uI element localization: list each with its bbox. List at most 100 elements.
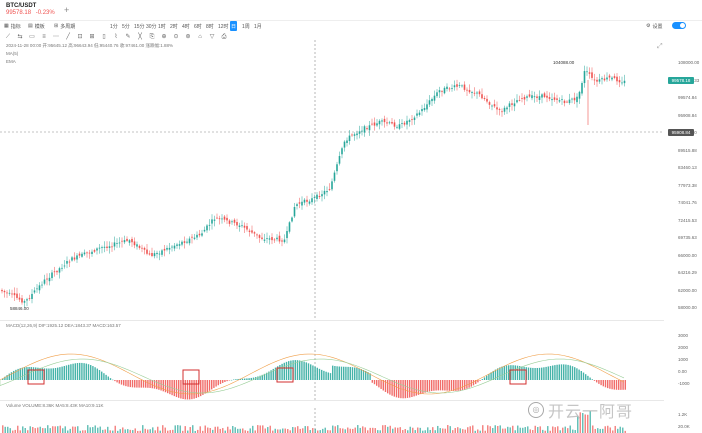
volume-chart[interactable]	[0, 408, 664, 433]
cross-icon[interactable]: ╳	[138, 34, 142, 40]
interval-2[interactable]: 15分	[134, 23, 145, 30]
candle-body	[96, 248, 98, 251]
candle-body	[73, 257, 76, 260]
candle-body	[203, 229, 206, 232]
zoom-in-icon[interactable]: ⊕	[161, 34, 167, 40]
copy-icon[interactable]: ⎘	[149, 34, 155, 40]
candle-body	[376, 123, 378, 126]
candle-body	[558, 100, 561, 102]
macd-bar	[226, 380, 228, 382]
macd-bar	[382, 380, 384, 391]
candle-body	[358, 131, 361, 134]
candle-body	[263, 239, 266, 241]
interval-6[interactable]: 4时	[182, 23, 190, 30]
trend-line-icon[interactable]: ⟋	[5, 34, 11, 40]
pen-icon[interactable]: ╱	[66, 34, 70, 40]
candle-body	[98, 247, 101, 249]
interval-0[interactable]: 1分	[110, 23, 118, 30]
candle-body	[218, 218, 221, 220]
macd-bar	[228, 380, 230, 381]
candle-body	[103, 246, 106, 248]
symbol-name: BTC/USDT	[6, 3, 37, 9]
toolbar-btn-multi[interactable]: ⊞ 多周期	[54, 21, 75, 31]
fullscreen-icon[interactable]: ⤢	[657, 43, 663, 50]
volume-legend: Volume VOLUME:8.36K MA5:8.43K MA10:9.11K	[6, 403, 104, 408]
add-tab-icon[interactable]: +	[64, 5, 70, 15]
interval-8[interactable]: 8时	[206, 23, 214, 30]
macd-bar	[65, 365, 68, 380]
interval-1[interactable]: 5分	[122, 23, 130, 30]
candle-body	[438, 90, 441, 93]
candle-body	[13, 293, 16, 296]
volume-bar	[212, 429, 214, 433]
measure-icon[interactable]: ⊡	[77, 34, 83, 40]
candle-body	[296, 204, 298, 207]
candle-body	[208, 224, 211, 226]
candle-body	[348, 135, 351, 142]
toolbar-btn-indicators[interactable]: ▦ 指标	[4, 21, 21, 31]
volume-bar	[574, 430, 576, 433]
toggle-switch[interactable]	[672, 22, 686, 29]
macd-bar	[578, 369, 580, 380]
home-icon[interactable]: ⌂	[198, 34, 202, 40]
interval-12[interactable]: 1月	[254, 23, 262, 30]
toolbar-btn-templates[interactable]: ▤ 模板	[28, 21, 45, 31]
volume-bar	[592, 425, 594, 433]
candle-body	[583, 71, 586, 84]
candle-body	[441, 91, 443, 92]
macd-bar	[257, 376, 259, 380]
macd-bar	[224, 380, 226, 382]
templates-icon: ▤	[28, 23, 33, 29]
macd-bar	[593, 380, 596, 381]
candle-body	[431, 98, 433, 102]
candle-body	[11, 293, 13, 295]
volume-bar	[409, 426, 411, 433]
candle-body	[388, 122, 391, 124]
volume-bar	[252, 425, 254, 433]
macd-bar	[563, 364, 565, 380]
macd-chart[interactable]	[0, 330, 664, 400]
candle-body	[196, 234, 198, 238]
volume-bar	[499, 425, 501, 433]
candle-body	[621, 82, 623, 84]
macd-bar	[571, 366, 574, 380]
grid-icon[interactable]: ⊞	[89, 34, 95, 40]
interval-10[interactable]: 日	[230, 21, 238, 31]
interval-7[interactable]: 6时	[194, 23, 202, 30]
interval-4[interactable]: 1时	[158, 23, 166, 30]
candle-body	[541, 94, 543, 98]
brush-icon[interactable]: ✎	[125, 34, 131, 40]
volume-bar	[622, 427, 624, 433]
fib-icon[interactable]: ≡	[42, 34, 46, 40]
magnet-icon[interactable]: ⊙	[173, 34, 179, 40]
settings-button[interactable]: ⚙ 设置	[646, 21, 663, 31]
path-icon[interactable]: ⌇	[114, 34, 118, 40]
macd-bar	[184, 380, 186, 400]
symbol-price: 99578.18 -0.23%	[6, 10, 55, 16]
channel-icon[interactable]: ▯	[102, 34, 106, 40]
interval-11[interactable]: 1周	[242, 23, 250, 30]
interval-3[interactable]: 30分	[146, 23, 157, 30]
candle-body	[276, 237, 278, 240]
volume-bar	[202, 430, 204, 433]
candle-body	[273, 239, 276, 241]
symbol-tab[interactable]: BTC/USDT 99578.18 -0.23%	[6, 3, 55, 16]
volume-bar	[27, 430, 29, 433]
candlestick-chart[interactable]: 104088.00 58846.00	[0, 40, 664, 320]
filter-icon[interactable]: ▽	[209, 34, 215, 40]
volume-bar	[569, 425, 571, 433]
interval-5[interactable]: 2时	[170, 23, 178, 30]
export-icon[interactable]: ⎙	[221, 34, 227, 40]
ray-icon[interactable]: ⇆	[17, 34, 23, 40]
candle-body	[141, 247, 143, 249]
lock-icon[interactable]: ⊛	[185, 34, 191, 40]
more-icon[interactable]: ⋯	[53, 34, 59, 40]
macd-bar	[134, 380, 136, 388]
candle-body	[363, 126, 366, 133]
rect-icon[interactable]: ▭	[29, 34, 35, 40]
candle-body	[596, 79, 598, 82]
macd-bar	[514, 365, 516, 380]
macd-bar	[466, 380, 468, 389]
interval-9[interactable]: 12时	[218, 23, 229, 30]
macd-bar	[123, 380, 125, 386]
